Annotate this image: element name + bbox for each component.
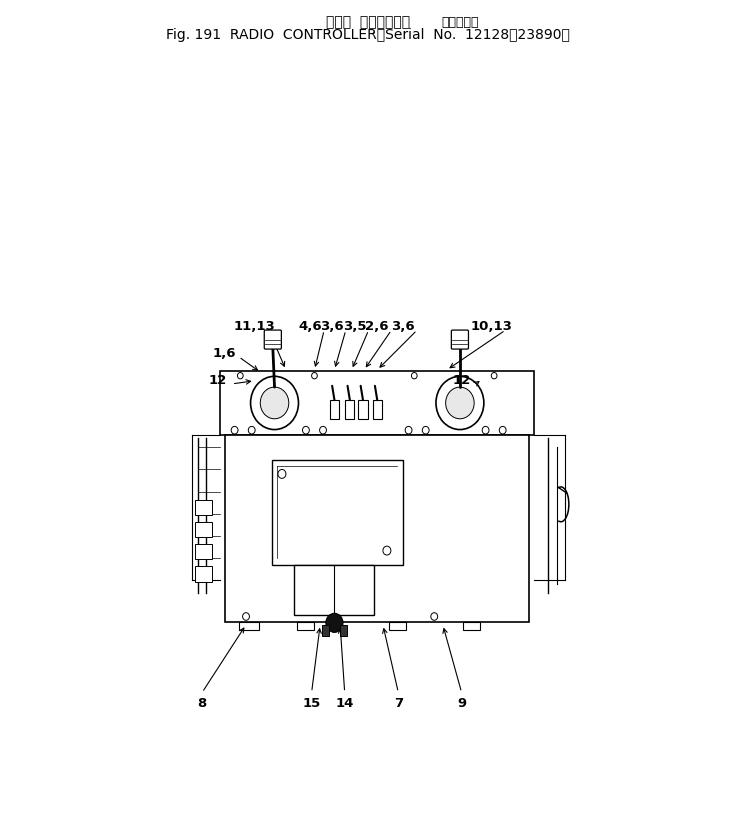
Circle shape bbox=[278, 469, 286, 478]
Circle shape bbox=[411, 373, 417, 379]
Text: 9: 9 bbox=[457, 697, 466, 710]
Text: 7: 7 bbox=[394, 697, 403, 710]
Bar bbox=[463, 621, 480, 630]
Bar bbox=[330, 400, 339, 419]
Text: 8: 8 bbox=[197, 697, 207, 710]
Text: 12: 12 bbox=[453, 374, 471, 388]
Circle shape bbox=[243, 612, 250, 621]
Bar bbox=[239, 621, 259, 630]
Circle shape bbox=[422, 426, 429, 434]
Text: 12: 12 bbox=[208, 374, 227, 388]
Bar bbox=[345, 400, 355, 419]
Circle shape bbox=[499, 426, 506, 434]
Circle shape bbox=[250, 376, 299, 430]
FancyBboxPatch shape bbox=[451, 330, 468, 349]
Circle shape bbox=[492, 373, 497, 379]
Text: 4,6: 4,6 bbox=[298, 320, 322, 333]
Text: 15: 15 bbox=[302, 697, 321, 710]
Circle shape bbox=[231, 426, 238, 434]
Circle shape bbox=[431, 612, 438, 621]
Text: ラジオ  コントローラ: ラジオ コントローラ bbox=[326, 15, 410, 30]
Text: 3,6: 3,6 bbox=[319, 320, 344, 333]
Bar bbox=[194, 522, 212, 537]
Text: （適用号機: （適用号機 bbox=[442, 16, 479, 29]
Bar bbox=[294, 565, 375, 616]
Bar bbox=[194, 544, 212, 560]
Text: 10,13: 10,13 bbox=[470, 320, 512, 333]
Circle shape bbox=[261, 387, 289, 419]
Circle shape bbox=[238, 373, 243, 379]
Circle shape bbox=[446, 387, 474, 419]
Text: 11,13: 11,13 bbox=[234, 320, 275, 333]
Text: 2,6: 2,6 bbox=[366, 320, 389, 333]
Circle shape bbox=[326, 613, 343, 632]
Circle shape bbox=[383, 546, 391, 555]
Circle shape bbox=[405, 426, 412, 434]
FancyBboxPatch shape bbox=[264, 330, 281, 349]
Bar bbox=[225, 435, 529, 621]
Text: 1,6: 1,6 bbox=[213, 347, 236, 360]
Bar bbox=[220, 371, 534, 435]
Circle shape bbox=[319, 426, 327, 434]
Bar bbox=[372, 400, 382, 419]
Circle shape bbox=[436, 376, 484, 430]
Circle shape bbox=[248, 426, 255, 434]
Text: 14: 14 bbox=[336, 697, 354, 710]
Bar bbox=[297, 621, 314, 630]
Text: 3,5: 3,5 bbox=[343, 320, 366, 333]
Bar bbox=[194, 566, 212, 582]
Bar bbox=[358, 400, 367, 419]
Bar bbox=[340, 625, 347, 635]
Bar bbox=[194, 500, 212, 515]
Bar bbox=[322, 625, 329, 635]
Bar bbox=[272, 460, 403, 565]
Circle shape bbox=[311, 373, 317, 379]
Circle shape bbox=[302, 426, 309, 434]
Circle shape bbox=[482, 426, 489, 434]
Text: 3,6: 3,6 bbox=[391, 320, 414, 333]
Text: Fig. 191  RADIO  CONTROLLER（Serial  No.  12128～23890）: Fig. 191 RADIO CONTROLLER（Serial No. 121… bbox=[166, 28, 570, 43]
Bar bbox=[389, 621, 406, 630]
